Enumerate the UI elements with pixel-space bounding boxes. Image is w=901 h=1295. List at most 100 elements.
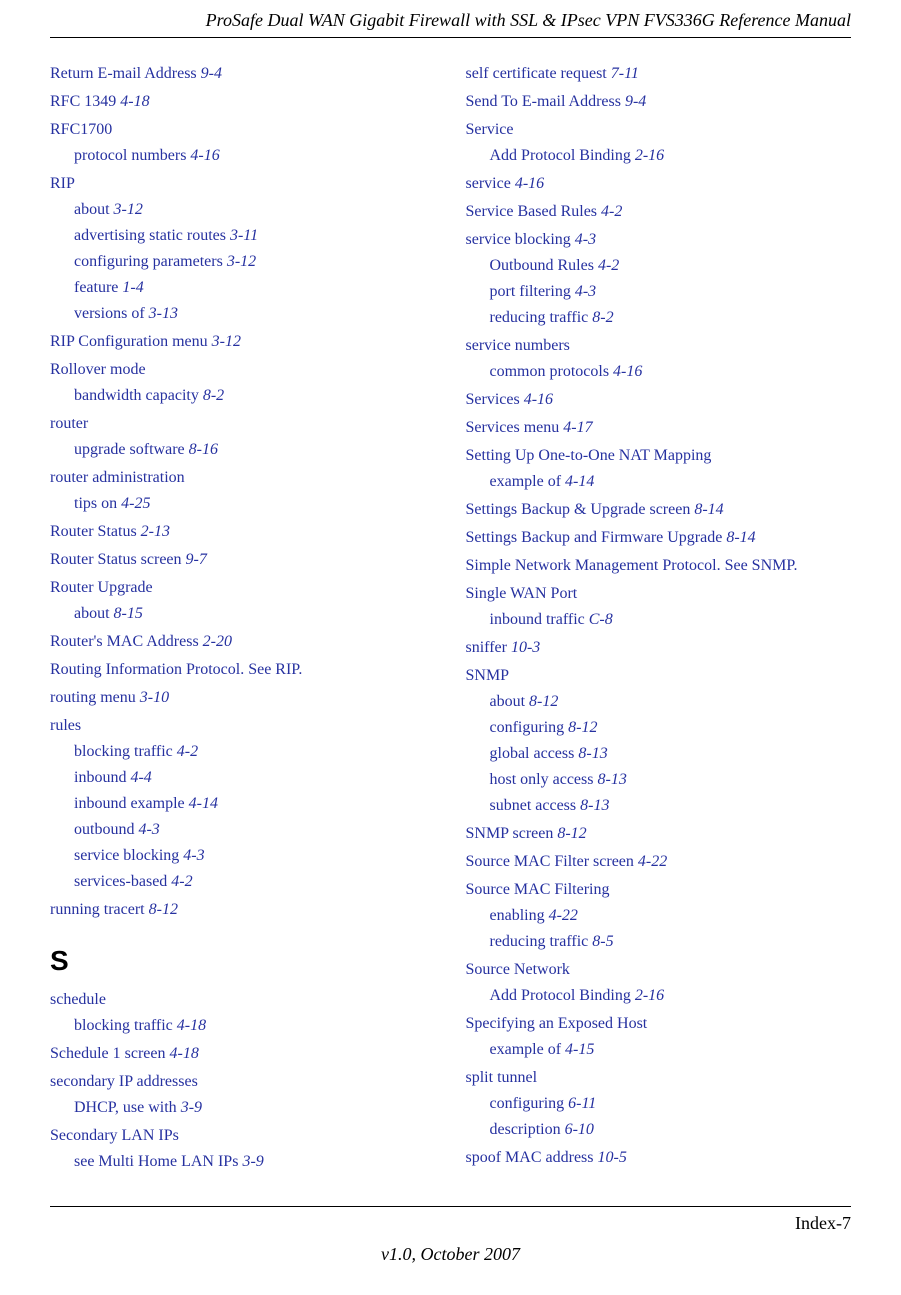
index-entry[interactable]: router administration: [50, 466, 436, 490]
index-page-ref[interactable]: 6-11: [568, 1095, 596, 1112]
index-entry[interactable]: Source MAC Filtering: [466, 878, 852, 902]
index-subentry[interactable]: inbound traffic C-8: [466, 608, 852, 632]
index-page-ref[interactable]: 8-12: [557, 825, 586, 842]
index-subentry[interactable]: subnet access 8-13: [466, 794, 852, 818]
index-page-ref[interactable]: 8-12: [568, 719, 597, 736]
index-subentry[interactable]: example of 4-14: [466, 470, 852, 494]
index-page-ref[interactable]: 3-9: [242, 1153, 263, 1170]
index-page-ref[interactable]: 8-5: [592, 933, 613, 950]
index-subentry[interactable]: protocol numbers 4-16: [50, 144, 436, 168]
index-page-ref[interactable]: 8-2: [592, 309, 613, 326]
index-subentry[interactable]: upgrade software 8-16: [50, 438, 436, 462]
index-entry[interactable]: RIP Configuration menu 3-12: [50, 330, 436, 354]
index-page-ref[interactable]: 4-25: [121, 495, 150, 512]
index-subentry[interactable]: Add Protocol Binding 2-16: [466, 144, 852, 168]
index-page-ref[interactable]: 7-11: [611, 65, 639, 82]
index-page-ref[interactable]: 1-4: [122, 279, 143, 296]
index-entry[interactable]: Service Based Rules 4-2: [466, 200, 852, 224]
index-page-ref[interactable]: 4-18: [120, 93, 149, 110]
index-page-ref[interactable]: 4-15: [565, 1041, 594, 1058]
index-entry[interactable]: Setting Up One-to-One NAT Mapping: [466, 444, 852, 468]
index-subentry[interactable]: services-based 4-2: [50, 870, 436, 894]
index-entry[interactable]: Router Upgrade: [50, 576, 436, 600]
index-subentry[interactable]: advertising static routes 3-11: [50, 224, 436, 248]
index-subentry[interactable]: reducing traffic 8-2: [466, 306, 852, 330]
index-subentry[interactable]: Add Protocol Binding 2-16: [466, 984, 852, 1008]
index-page-ref[interactable]: 4-14: [565, 473, 594, 490]
index-subentry[interactable]: about 8-12: [466, 690, 852, 714]
index-entry[interactable]: service numbers: [466, 334, 852, 358]
index-entry[interactable]: Schedule 1 screen 4-18: [50, 1042, 436, 1066]
index-page-ref[interactable]: 4-16: [524, 391, 553, 408]
index-entry[interactable]: Rollover mode: [50, 358, 436, 382]
index-entry[interactable]: Settings Backup & Upgrade screen 8-14: [466, 498, 852, 522]
index-page-ref[interactable]: 8-13: [580, 797, 609, 814]
index-entry[interactable]: RFC1700: [50, 118, 436, 142]
index-page-ref[interactable]: 8-14: [726, 529, 755, 546]
index-entry[interactable]: Router's MAC Address 2-20: [50, 630, 436, 654]
index-entry[interactable]: Secondary LAN IPs: [50, 1124, 436, 1148]
index-entry[interactable]: routing menu 3-10: [50, 686, 436, 710]
index-entry[interactable]: service blocking 4-3: [466, 228, 852, 252]
index-subentry[interactable]: inbound example 4-14: [50, 792, 436, 816]
index-entry[interactable]: secondary IP addresses: [50, 1070, 436, 1094]
index-subentry[interactable]: configuring parameters 3-12: [50, 250, 436, 274]
index-page-ref[interactable]: 4-2: [171, 873, 192, 890]
index-subentry[interactable]: reducing traffic 8-5: [466, 930, 852, 954]
index-page-ref[interactable]: 9-7: [186, 551, 207, 568]
index-entry[interactable]: Router Status screen 9-7: [50, 548, 436, 572]
index-page-ref[interactable]: 4-2: [601, 203, 622, 220]
index-page-ref[interactable]: 4-16: [515, 175, 544, 192]
index-page-ref[interactable]: 2-13: [141, 523, 170, 540]
index-entry[interactable]: Services menu 4-17: [466, 416, 852, 440]
index-entry[interactable]: Source MAC Filter screen 4-22: [466, 850, 852, 874]
index-page-ref[interactable]: 4-3: [575, 283, 596, 300]
index-page-ref[interactable]: 4-4: [130, 769, 151, 786]
index-entry[interactable]: SNMP screen 8-12: [466, 822, 852, 846]
index-page-ref[interactable]: 8-15: [114, 605, 143, 622]
index-subentry[interactable]: common protocols 4-16: [466, 360, 852, 384]
index-page-ref[interactable]: C-8: [589, 611, 613, 628]
index-entry[interactable]: Services 4-16: [466, 388, 852, 412]
index-entry[interactable]: spoof MAC address 10-5: [466, 1146, 852, 1170]
index-entry[interactable]: service 4-16: [466, 172, 852, 196]
index-subentry[interactable]: port filtering 4-3: [466, 280, 852, 304]
index-subentry[interactable]: example of 4-15: [466, 1038, 852, 1062]
index-page-ref[interactable]: 9-4: [201, 65, 222, 82]
index-entry[interactable]: self certificate request 7-11: [466, 62, 852, 86]
index-subentry[interactable]: configuring 8-12: [466, 716, 852, 740]
index-page-ref[interactable]: 4-2: [177, 743, 198, 760]
index-page-ref[interactable]: 4-3: [183, 847, 204, 864]
index-entry[interactable]: Source Network: [466, 958, 852, 982]
index-page-ref[interactable]: 4-22: [638, 853, 667, 870]
index-page-ref[interactable]: 2-16: [635, 987, 664, 1004]
index-page-ref[interactable]: 4-14: [189, 795, 218, 812]
index-subentry[interactable]: DHCP, use with 3-9: [50, 1096, 436, 1120]
index-page-ref[interactable]: 3-12: [227, 253, 256, 270]
index-entry[interactable]: RIP: [50, 172, 436, 196]
index-entry[interactable]: Service: [466, 118, 852, 142]
index-page-ref[interactable]: 8-14: [694, 501, 723, 518]
index-page-ref[interactable]: 3-13: [149, 305, 178, 322]
index-page-ref[interactable]: 4-17: [563, 419, 592, 436]
index-page-ref[interactable]: 2-16: [635, 147, 664, 164]
index-subentry[interactable]: feature 1-4: [50, 276, 436, 300]
index-subentry[interactable]: description 6-10: [466, 1118, 852, 1142]
index-entry[interactable]: Single WAN Port: [466, 582, 852, 606]
index-subentry[interactable]: host only access 8-13: [466, 768, 852, 792]
index-subentry[interactable]: versions of 3-13: [50, 302, 436, 326]
index-subentry[interactable]: bandwidth capacity 8-2: [50, 384, 436, 408]
index-page-ref[interactable]: 3-12: [114, 201, 143, 218]
index-page-ref[interactable]: 8-12: [149, 901, 178, 918]
index-page-ref[interactable]: 4-2: [598, 257, 619, 274]
index-entry[interactable]: schedule: [50, 988, 436, 1012]
index-entry[interactable]: Routing Information Protocol. See RIP.: [50, 658, 436, 682]
index-page-ref[interactable]: 8-13: [597, 771, 626, 788]
index-entry[interactable]: RFC 1349 4-18: [50, 90, 436, 114]
index-page-ref[interactable]: 6-10: [565, 1121, 594, 1138]
index-subentry[interactable]: tips on 4-25: [50, 492, 436, 516]
index-entry[interactable]: Router Status 2-13: [50, 520, 436, 544]
index-subentry[interactable]: service blocking 4-3: [50, 844, 436, 868]
index-entry[interactable]: rules: [50, 714, 436, 738]
index-entry[interactable]: Settings Backup and Firmware Upgrade 8-1…: [466, 526, 852, 550]
